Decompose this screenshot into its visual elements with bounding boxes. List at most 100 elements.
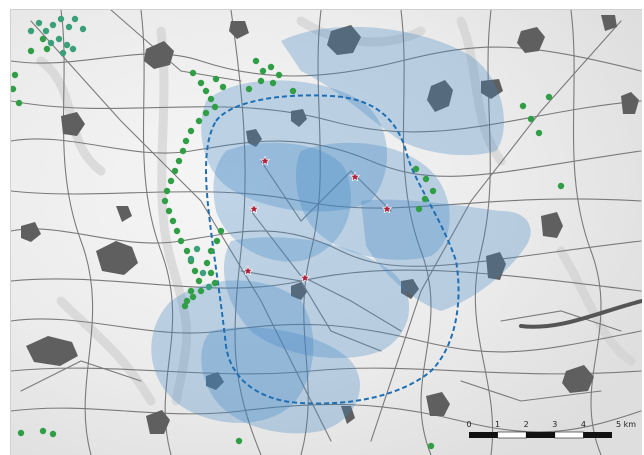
site-markers-layer [242, 155, 393, 283]
green-point [557, 182, 565, 190]
green-point [187, 287, 195, 295]
green-point [207, 95, 215, 103]
green-point [183, 297, 191, 305]
green-point [519, 102, 527, 110]
green-point [189, 293, 197, 301]
green-point [187, 127, 195, 135]
green-point [195, 277, 203, 285]
settlement-areas [21, 15, 639, 434]
green-point [203, 259, 211, 267]
green-point [175, 157, 183, 165]
green-point [177, 237, 185, 245]
green-point [427, 442, 435, 450]
green-point [535, 129, 543, 137]
green-point [252, 57, 260, 65]
green-point [289, 87, 297, 95]
scale-tick-1: 1 [495, 420, 500, 429]
green-point [267, 63, 275, 71]
green-point [161, 197, 169, 205]
site-marker-star[interactable] [248, 203, 260, 214]
green-point [27, 47, 35, 55]
scale-bar-segment [497, 431, 527, 439]
green-point [415, 205, 423, 213]
green-point [15, 99, 23, 107]
green-point [167, 177, 175, 185]
map-canvas[interactable]: 0 1 2 3 4 5 km [11, 10, 642, 455]
scale-tick-3: 3 [552, 420, 557, 429]
green-point [429, 187, 437, 195]
scale-tick-5: 5 km [616, 420, 636, 429]
coverage-layers [151, 26, 531, 434]
teal-point [65, 23, 73, 31]
teal-points-layer [27, 15, 213, 291]
green-point [182, 137, 190, 145]
teal-point [79, 25, 87, 33]
green-point [183, 247, 191, 255]
green-point [235, 437, 243, 445]
teal-point [55, 35, 63, 43]
green-point [213, 237, 221, 245]
teal-point [187, 255, 195, 263]
green-point [269, 79, 277, 87]
teal-point [47, 39, 55, 47]
green-point [207, 269, 215, 277]
teal-point [49, 21, 57, 29]
teal-point [71, 15, 79, 23]
coverage-area-8 [201, 327, 360, 434]
green-point [527, 115, 535, 123]
scale-bar: 0 1 2 3 4 5 km [466, 420, 636, 439]
site-marker-star[interactable] [381, 203, 393, 214]
green-point [275, 71, 283, 79]
teal-point [193, 245, 201, 253]
teal-point [199, 269, 207, 277]
teal-point [63, 41, 71, 49]
green-point [173, 227, 181, 235]
green-point [202, 87, 210, 95]
green-point [207, 247, 215, 255]
green-point [181, 302, 189, 310]
green-point [422, 175, 430, 183]
green-point [421, 195, 429, 203]
map-view[interactable]: 0 1 2 3 4 5 km [10, 9, 642, 455]
coverage-area-4 [296, 142, 450, 260]
site-marker-star[interactable] [259, 155, 271, 166]
green-point [195, 117, 203, 125]
teal-point [42, 27, 50, 35]
scale-tick-2: 2 [524, 420, 529, 429]
green-point [212, 75, 220, 83]
coverage-area-3 [213, 142, 351, 262]
green-point [217, 227, 225, 235]
coverage-area-6 [223, 237, 410, 359]
green-point [412, 165, 420, 173]
green-point [189, 69, 197, 77]
teal-point [69, 45, 77, 53]
teal-point [205, 283, 213, 291]
green-point [202, 109, 210, 117]
scale-bar-segment [583, 432, 612, 438]
teal-point [27, 27, 35, 35]
green-point [191, 267, 199, 275]
green-point [171, 167, 179, 175]
green-point [17, 429, 25, 437]
green-point [163, 187, 171, 195]
coverage-area-1 [281, 26, 504, 156]
teal-point [35, 19, 43, 27]
green-point [211, 103, 219, 111]
green-point [197, 79, 205, 87]
site-marker-star[interactable] [242, 265, 254, 276]
site-marker-star[interactable] [299, 272, 311, 283]
green-point [39, 35, 47, 43]
scale-bar-segment [469, 432, 498, 438]
green-point [259, 67, 267, 75]
green-point [11, 71, 19, 79]
green-point [169, 217, 177, 225]
coverage-area-7 [151, 280, 314, 423]
scale-bar-segment [554, 431, 584, 439]
green-point [257, 77, 265, 85]
site-marker-star[interactable] [349, 171, 361, 182]
study-area-boundary [205, 94, 460, 405]
green-point [219, 83, 227, 91]
terrain-base [11, 10, 642, 455]
green-point [211, 279, 219, 287]
green-point [11, 85, 17, 93]
